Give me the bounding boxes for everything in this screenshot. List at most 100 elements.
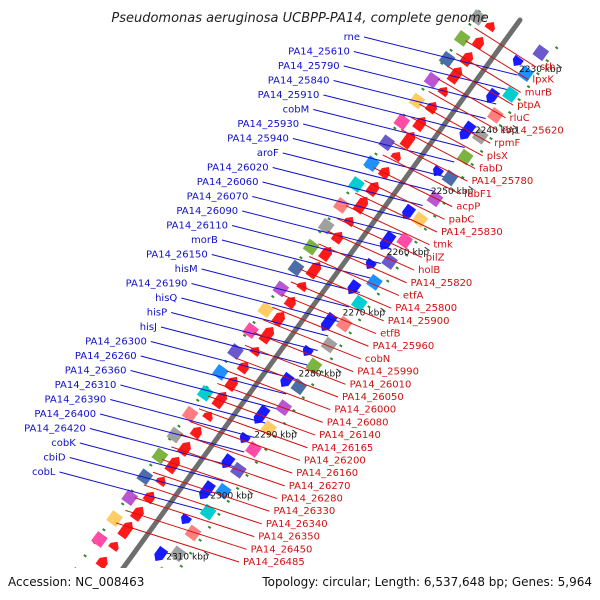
annotation-box-reverse [438,50,456,68]
forward-gene [379,230,397,250]
gene-label-right: etfB [380,329,401,340]
gene-label-right: PA14_26280 [281,494,343,505]
gene-label-right: PA14_26050 [342,392,404,403]
reverse-gene-shape [330,231,343,245]
label-connector-right [354,192,438,233]
annotation-box-reverse-shape [211,364,229,381]
kbp-label: 2290 kbp [254,431,297,441]
kbp-tick [380,307,386,312]
forward-gene-shape [512,54,524,66]
gene-label-right: PA14_26160 [296,468,358,479]
reverse-gene [330,231,343,245]
annotation-box-reverse-shape [166,426,184,444]
reverse-gene-shape [189,426,202,440]
label-connector-left [363,36,518,76]
label-connector-right [253,332,354,373]
kbp-tick [424,246,430,252]
label-layer: rne PA14_25610 PA14_25790 PA14_25840 PA14_25… [24,32,564,568]
annotation-box-forward [441,169,459,187]
gene-label-right: plsX [487,151,508,162]
accession-text: Accession: NC_008463 [8,575,144,589]
annotation-box-reverse [181,405,199,423]
label-connector-right [180,433,293,474]
reverse-gene [471,37,485,50]
gene-label-right: PA14_25820 [411,278,473,289]
label-connector-right [281,294,377,335]
annotation-box-reverse-shape [423,71,441,89]
annotation-box-forward [169,545,187,563]
annotation-box-forward-shape [290,378,308,396]
label-connector-right [152,471,270,512]
forward-gene-shape [180,513,193,525]
annotation-box-reverse [287,259,305,277]
label-connector-left [59,471,203,511]
label-connector-right [143,484,263,525]
reverse-gene-shape [471,37,485,50]
label-connector-layer [59,27,537,563]
annotation-box-forward [502,86,519,103]
gene-label-left: PA14_26020 [207,163,269,174]
kbp-label: 2260 kbp [387,248,430,258]
footer-background [0,568,600,600]
annotation-box-reverse-shape [348,176,365,193]
annotation-box-reverse [166,426,184,444]
reverse-gene-shape [164,456,181,475]
gene-label-right: cobN [365,354,390,365]
reverse-gene-shape [305,261,322,280]
kbp-tick [556,64,563,69]
label-connector-right [235,357,339,398]
label-connector-right [134,497,255,538]
label-connector-right [327,230,415,271]
kbp-label: 2300 kbp [210,491,253,501]
gene-label-right: PA14_26010 [350,379,412,390]
gene-label-left: PA14_25840 [268,76,330,87]
label-connector-left [231,225,381,264]
gene-label-left: PA14_25790 [278,61,340,72]
gene-label-right: PA14_26080 [327,417,389,428]
gene-label-left: PA14_26420 [24,424,86,435]
label-connector-right [116,522,240,563]
annotation-box-forward-shape [214,482,232,500]
annotation-box-reverse [423,71,441,89]
reverse-gene-shape [202,411,213,423]
reverse-gene [412,117,427,133]
forward-gene-shape [320,311,338,332]
gene-label-right: PA14_26000 [334,405,396,416]
annotation-box-reverse-shape [136,468,154,486]
reverse-gene [318,246,333,263]
gene-label-left: PA14_26400 [34,409,96,420]
reverse-gene-shape [390,151,401,163]
label-connector-right [336,217,422,258]
reverse-gene-shape [296,281,307,293]
gene-label-right: PA14_26140 [319,430,381,441]
gene-label-right: PA14_26350 [258,532,320,543]
label-connector-right [290,281,384,322]
gene-label-right: pabC [449,214,475,225]
annotation-box-reverse [453,29,471,47]
gene-label-left: PA14_26190 [126,279,188,290]
gene-label-right: sth [540,62,555,73]
gene-label-right: PA14_26485 [243,557,305,568]
label-connector-right [391,141,468,182]
gene-label-left: PA14_25940 [227,134,289,145]
gene-label-right: PA14_26330 [273,506,335,517]
label-connector-right [474,27,537,68]
reverse-gene [164,456,181,475]
gene-label-right: ptpA [517,100,541,111]
label-connector-right [465,40,529,81]
forward-gene [512,54,524,66]
annotation-box-forward-shape [169,545,187,563]
gene-label-right: PA14_26165 [312,443,374,454]
annotation-box-forward [411,211,429,229]
label-connector-right [217,382,323,423]
label-connector-left [130,370,276,409]
label-connector-right [318,243,407,284]
forward-gene-shape [199,480,216,500]
annotation-box-forward [320,336,338,354]
gene-label-left: PA14_26390 [44,395,106,406]
annotation-box-reverse [227,343,244,360]
gene-label-left: PA14_26060 [197,177,259,188]
annotation-box-reverse-shape [121,489,139,507]
reverse-gene-shape [271,311,286,327]
label-connector-right [364,179,445,220]
